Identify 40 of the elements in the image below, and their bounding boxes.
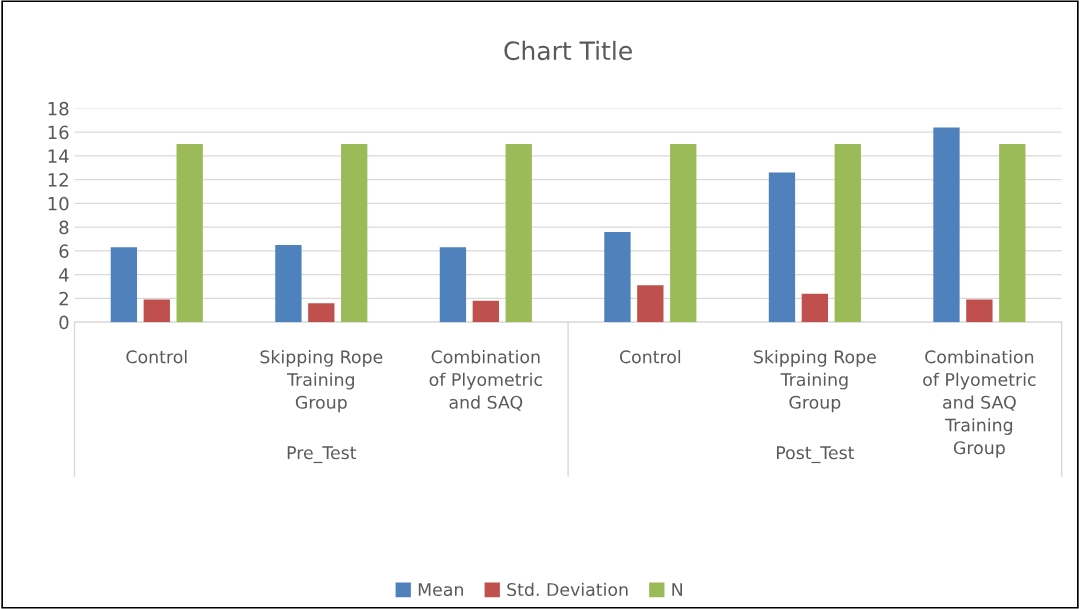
bar: [439, 247, 467, 323]
y-tick-label: 12: [48, 173, 68, 187]
x-tick-label: Combination of Plyometric and SAQ: [429, 349, 542, 411]
chart-title: Chart Title: [504, 40, 632, 61]
y-tick-label: 18: [48, 101, 69, 116]
text: Pre_Test: [287, 446, 357, 464]
x-tick-label: Combination of Plyometric and SAQ Training Group: [923, 349, 1036, 458]
bar: [308, 303, 335, 323]
bar: [768, 172, 796, 323]
legend-label: N: [672, 583, 682, 596]
y-tick-label: 2: [59, 291, 68, 306]
bar: [341, 144, 368, 323]
bar: [604, 231, 631, 323]
y-tick-label: 0: [59, 315, 69, 330]
bar: [637, 285, 664, 323]
x-tick-label: Skipping Rope Training Group: [754, 349, 876, 413]
legend-label: Mean: [418, 583, 463, 597]
bar: [176, 144, 203, 323]
x-tick-label: Control: [126, 349, 187, 364]
bar: [472, 300, 499, 323]
x-tick-label: Skipping Rope Training Group: [260, 349, 383, 413]
bar: [966, 299, 993, 323]
y-tick-label: 4: [59, 268, 69, 282]
bar: [834, 144, 861, 323]
text: Post_Test: [776, 446, 855, 464]
y-tick-label: 14: [48, 149, 69, 163]
bar: [275, 244, 302, 323]
bar: [999, 144, 1026, 323]
bar: [801, 293, 829, 323]
y-tick-label: 10: [48, 196, 69, 211]
y-tick-label: 8: [59, 220, 69, 235]
legend-label: Std. Deviation: [507, 582, 628, 597]
bar: [933, 127, 960, 323]
x-tick-label: Control: [619, 349, 681, 364]
bar: [143, 299, 170, 323]
y-tick-label: 6: [59, 244, 69, 259]
bar: [670, 144, 697, 323]
bar: [505, 144, 532, 323]
bar: [110, 247, 138, 323]
y-tick-label: 16: [48, 125, 69, 140]
